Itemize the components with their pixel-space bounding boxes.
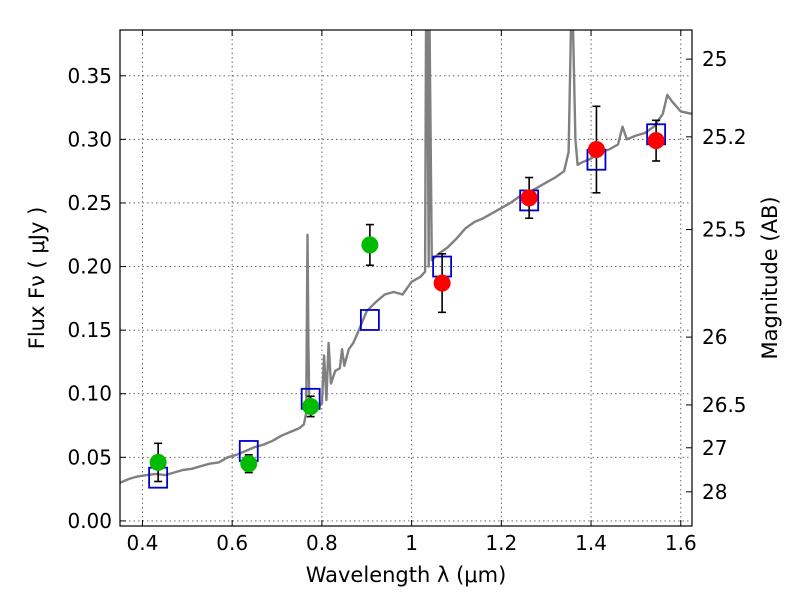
model-square-point [359, 309, 380, 331]
y-tick-label: 0.35 [67, 64, 112, 88]
y-axis-label: Flux Fν ( μJy ) [25, 207, 49, 350]
axes-layer: 0.4 0.6 0.8 1 1.2 1.4 1.6 0.00 0.05 0.10 0.15 0.20 0… [67, 30, 747, 555]
observed-circle-point [587, 141, 605, 159]
y-tick-label: 0.15 [67, 318, 112, 342]
y-tick-label: 0.25 [67, 191, 112, 215]
y2-tick-label: 25.5 [702, 218, 747, 242]
x-tick-label: 0.6 [216, 531, 248, 555]
observed-circle-point [433, 274, 451, 292]
observed-circle-point [302, 397, 320, 415]
y-tick-label: 0.00 [67, 509, 112, 533]
observed-circle-point [240, 455, 258, 473]
y2-tick-label: 28 [702, 480, 727, 504]
y2-axis-label: Magnitude (AB) [758, 196, 782, 359]
observed-circle-point [520, 189, 538, 207]
x-tick-label: 1.6 [665, 531, 697, 555]
x-tick-label: 1.4 [575, 531, 607, 555]
y2-tick-label: 25 [702, 47, 727, 71]
y-tick-label: 0.30 [67, 127, 112, 151]
y-tick-label: 0.20 [67, 255, 112, 279]
y2-tick-label: 26.5 [702, 393, 747, 417]
x-axis-label: Wavelength λ (μm) [306, 563, 507, 587]
y2-tick-label: 25.2 [702, 125, 747, 149]
x-tick-label: 0.8 [306, 531, 338, 555]
y-tick-label: 0.05 [67, 445, 112, 469]
y2-tick-label: 26 [702, 325, 727, 349]
observed-circle-point [647, 132, 665, 150]
plot-area [120, 30, 692, 489]
plot-frame [119, 29, 693, 527]
y2-tick-label: 27 [702, 436, 727, 460]
x-tick-label: 1.2 [485, 531, 517, 555]
x-tick-label: 0.4 [127, 531, 159, 555]
observed-circle-point [149, 453, 167, 471]
model-spectrum-line [120, 30, 692, 484]
x-tick-label: 1 [405, 531, 418, 555]
y-tick-label: 0.10 [67, 382, 112, 406]
observed-circle-point [361, 236, 379, 254]
grid-layer [120, 30, 692, 526]
